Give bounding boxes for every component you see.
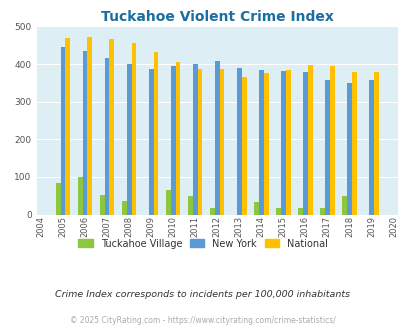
- Bar: [148, 69, 153, 215]
- Bar: [219, 69, 224, 215]
- Bar: [302, 72, 307, 214]
- Bar: [197, 69, 202, 214]
- Bar: [209, 208, 214, 214]
- Bar: [341, 196, 346, 214]
- Bar: [126, 64, 131, 214]
- Bar: [319, 208, 324, 214]
- Bar: [351, 72, 356, 215]
- Bar: [329, 66, 334, 214]
- Text: Crime Index corresponds to incidents per 100,000 inhabitants: Crime Index corresponds to incidents per…: [55, 290, 350, 299]
- Bar: [60, 47, 65, 214]
- Bar: [368, 80, 373, 214]
- Bar: [65, 38, 70, 215]
- Bar: [188, 196, 192, 214]
- Bar: [285, 70, 290, 214]
- Bar: [77, 177, 82, 215]
- Bar: [82, 51, 87, 214]
- Bar: [122, 201, 126, 214]
- Bar: [109, 39, 114, 214]
- Bar: [175, 62, 180, 214]
- Bar: [100, 195, 104, 214]
- Bar: [307, 65, 312, 214]
- Bar: [131, 43, 136, 214]
- Text: © 2025 CityRating.com - https://www.cityrating.com/crime-statistics/: © 2025 CityRating.com - https://www.city…: [70, 316, 335, 325]
- Bar: [263, 73, 268, 215]
- Bar: [373, 72, 378, 215]
- Bar: [214, 61, 219, 214]
- Bar: [192, 64, 197, 214]
- Bar: [170, 66, 175, 214]
- Bar: [275, 208, 280, 214]
- Bar: [87, 37, 92, 214]
- Bar: [55, 183, 60, 214]
- Bar: [166, 190, 170, 214]
- Bar: [258, 70, 263, 214]
- Bar: [236, 68, 241, 214]
- Legend: Tuckahoe Village, New York, National: Tuckahoe Village, New York, National: [74, 235, 331, 252]
- Bar: [104, 58, 109, 214]
- Bar: [153, 52, 158, 214]
- Bar: [254, 202, 258, 215]
- Bar: [324, 80, 329, 214]
- Bar: [346, 83, 351, 214]
- Title: Tuckahoe Violent Crime Index: Tuckahoe Violent Crime Index: [100, 10, 333, 24]
- Bar: [280, 71, 285, 215]
- Bar: [297, 208, 302, 214]
- Bar: [241, 77, 246, 214]
